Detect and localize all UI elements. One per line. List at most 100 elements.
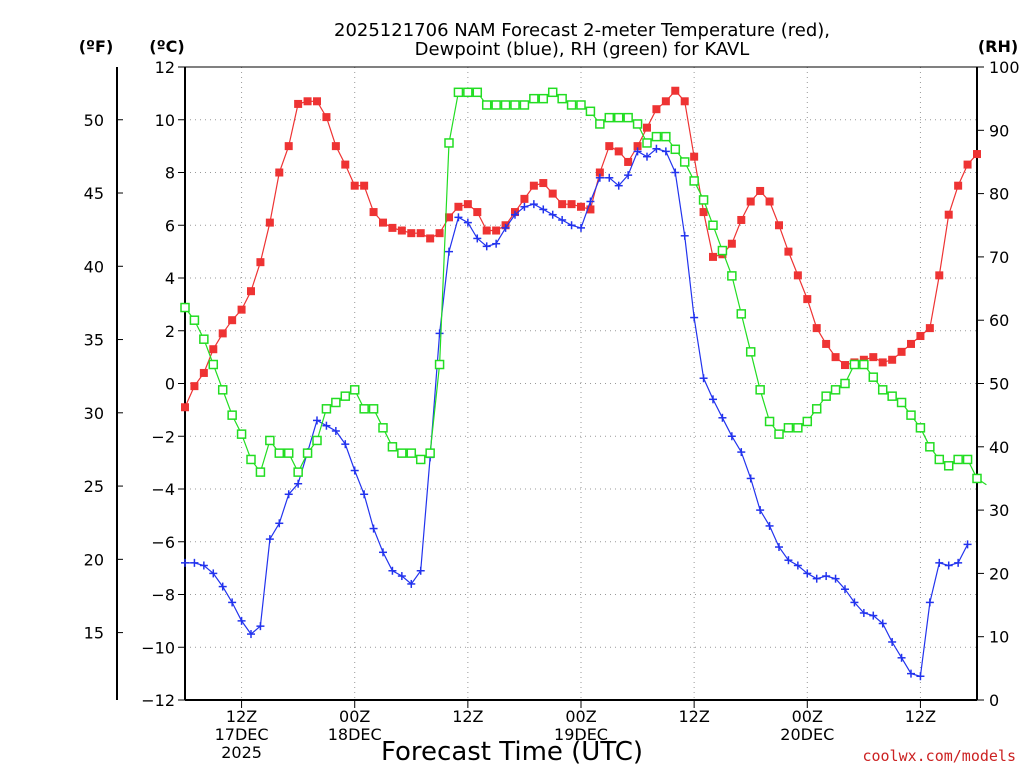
data-point-dewpoint <box>699 374 708 383</box>
series-temperature <box>181 86 981 412</box>
data-point-temperature <box>907 339 915 348</box>
data-point-temperature <box>350 181 359 190</box>
rh-tick-label: 60 <box>989 311 1009 330</box>
data-point-rh <box>208 359 219 370</box>
data-point-rh <box>246 454 256 465</box>
data-point-temperature <box>709 252 717 261</box>
unit-left-f: (ºF) <box>79 37 114 56</box>
data-point-temperature <box>690 152 699 161</box>
data-point-dewpoint <box>265 535 274 544</box>
series-rh <box>180 87 987 486</box>
data-point-rh <box>830 385 841 395</box>
data-point-rh <box>199 334 209 344</box>
data-point-rh <box>519 100 530 110</box>
data-point-temperature <box>916 332 925 341</box>
data-point-rh <box>802 416 813 427</box>
celsius-tick-label: 8 <box>165 164 175 183</box>
data-point-rh <box>415 454 426 465</box>
rh-tick-label: 10 <box>989 628 1009 647</box>
data-point-temperature <box>265 218 274 227</box>
data-point-dewpoint <box>888 637 897 646</box>
data-point-rh <box>811 404 822 414</box>
data-point-dewpoint <box>935 558 944 567</box>
data-point-dewpoint <box>492 239 501 248</box>
credit: coolwx.com/models <box>862 747 1016 765</box>
data-point-rh <box>368 404 379 414</box>
data-point-temperature <box>737 215 746 224</box>
data-point-temperature <box>680 97 689 106</box>
data-point-rh <box>925 442 935 452</box>
data-point-rh <box>387 442 398 452</box>
fahrenheit-tick-label: 50 <box>84 111 104 130</box>
data-point-dewpoint <box>511 210 519 219</box>
data-point-rh <box>613 112 624 123</box>
data-point-rh <box>434 359 445 370</box>
data-point-temperature <box>275 168 284 177</box>
rh-tick-label: 20 <box>989 564 1009 583</box>
data-point-rh <box>953 454 963 465</box>
data-point-temperature <box>784 247 793 256</box>
data-point-temperature <box>897 347 906 356</box>
x-axis-title: Forecast Time (UTC) <box>381 737 643 767</box>
data-point-dewpoint <box>869 611 878 620</box>
data-point-temperature <box>624 157 633 166</box>
data-point-temperature <box>331 142 340 151</box>
data-point-rh <box>538 93 549 104</box>
data-point-dewpoint <box>718 413 727 422</box>
data-point-dewpoint <box>209 569 218 578</box>
data-point-rh <box>849 359 860 370</box>
celsius-tick-label: −8 <box>151 586 175 605</box>
data-point-temperature <box>888 355 897 364</box>
data-point-temperature <box>643 123 651 132</box>
x-tick-label: 17DEC <box>215 725 269 744</box>
data-point-temperature <box>237 305 246 314</box>
data-point-temperature <box>803 295 812 304</box>
data-point-rh <box>661 131 671 142</box>
data-point-dewpoint <box>473 234 482 243</box>
data-point-temperature <box>294 99 303 108</box>
celsius-tick-label: 0 <box>165 375 175 394</box>
x-tick-label: 2025 <box>221 743 262 762</box>
data-point-dewpoint <box>765 521 774 530</box>
rh-tick-label: 90 <box>989 121 1009 140</box>
data-point-dewpoint <box>907 669 915 678</box>
data-point-rh <box>755 385 765 395</box>
data-point-temperature <box>756 186 765 195</box>
chart-title-line1: 2025121706 NAM Forecast 2-meter Temperat… <box>334 20 830 41</box>
data-point-temperature <box>426 234 435 243</box>
data-point-temperature <box>473 208 482 217</box>
rh-tick-label: 30 <box>989 501 1009 520</box>
data-point-temperature <box>633 142 642 151</box>
data-point-rh <box>887 391 897 401</box>
data-point-rh <box>312 435 322 446</box>
data-point-dewpoint <box>529 200 538 209</box>
unit-right: (RH) <box>978 37 1018 56</box>
data-point-temperature <box>746 197 755 206</box>
data-point-rh <box>283 448 294 458</box>
celsius-tick-label: −2 <box>151 427 175 446</box>
data-point-temperature <box>341 160 350 169</box>
data-point-dewpoint <box>275 519 284 528</box>
data-point-temperature <box>925 324 934 333</box>
data-point-rh <box>896 397 907 408</box>
data-point-dewpoint <box>256 622 265 631</box>
data-point-temperature <box>775 221 783 230</box>
data-point-temperature <box>256 258 265 267</box>
data-point-rh <box>510 100 520 110</box>
data-point-rh <box>774 429 784 439</box>
data-point-rh <box>915 423 926 433</box>
x-tick-label: 12Z <box>452 707 483 726</box>
series-dewpoint <box>181 144 972 681</box>
data-point-dewpoint <box>690 313 699 322</box>
grid <box>185 67 977 700</box>
data-point-rh <box>227 410 237 420</box>
data-point-temperature <box>595 168 604 177</box>
celsius-tick-label: 4 <box>165 269 175 288</box>
data-point-temperature <box>360 181 369 190</box>
fahrenheit-tick-label: 30 <box>84 404 104 423</box>
data-point-rh <box>557 93 567 104</box>
data-point-dewpoint <box>793 561 802 570</box>
data-point-temperature <box>831 353 840 362</box>
chart-title-line2: Dewpoint (blue), RH (green) for KAVL <box>415 39 750 60</box>
